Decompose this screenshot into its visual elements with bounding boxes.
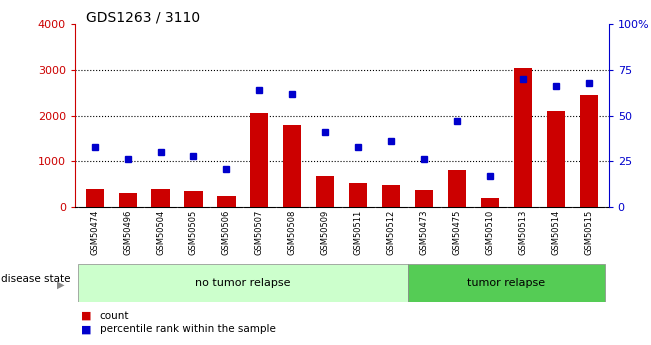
Bar	[118, 193, 137, 207]
Text: GSM50496: GSM50496	[123, 210, 132, 255]
Text: percentile rank within the sample: percentile rank within the sample	[100, 325, 275, 334]
Text: GSM50506: GSM50506	[222, 210, 231, 255]
Text: count: count	[100, 311, 129, 321]
Bar	[580, 95, 598, 207]
Bar	[217, 197, 236, 207]
Text: GSM50505: GSM50505	[189, 210, 198, 255]
Bar	[251, 113, 268, 207]
Bar	[382, 185, 400, 207]
Text: ■: ■	[81, 325, 92, 334]
Text: GSM50475: GSM50475	[452, 210, 462, 255]
Text: GSM50512: GSM50512	[387, 210, 396, 255]
Text: GSM50473: GSM50473	[420, 210, 428, 255]
Text: GDS1263 / 3110: GDS1263 / 3110	[86, 10, 201, 24]
Bar	[85, 189, 104, 207]
Bar	[349, 183, 367, 207]
Text: GSM50508: GSM50508	[288, 210, 297, 255]
Text: GSM50504: GSM50504	[156, 210, 165, 255]
Bar	[283, 125, 301, 207]
Text: disease state: disease state	[1, 275, 71, 284]
Bar	[481, 198, 499, 207]
Bar	[152, 189, 170, 207]
Text: ■: ■	[81, 311, 92, 321]
Bar	[78, 264, 408, 302]
Text: GSM50474: GSM50474	[90, 210, 99, 255]
Bar	[316, 176, 335, 207]
Bar	[415, 190, 433, 207]
Text: no tumor relapse: no tumor relapse	[195, 278, 290, 288]
Bar	[547, 111, 565, 207]
Text: GSM50509: GSM50509	[321, 210, 330, 255]
Text: ▶: ▶	[57, 280, 65, 289]
Text: GSM50513: GSM50513	[518, 210, 527, 255]
Text: GSM50511: GSM50511	[353, 210, 363, 255]
Text: GSM50507: GSM50507	[255, 210, 264, 255]
Bar	[514, 68, 532, 207]
Text: GSM50514: GSM50514	[551, 210, 561, 255]
Bar	[448, 170, 466, 207]
Text: GSM50515: GSM50515	[585, 210, 594, 255]
Text: tumor relapse: tumor relapse	[467, 278, 546, 288]
Bar	[408, 264, 605, 302]
Text: GSM50510: GSM50510	[486, 210, 495, 255]
Bar	[184, 191, 202, 207]
